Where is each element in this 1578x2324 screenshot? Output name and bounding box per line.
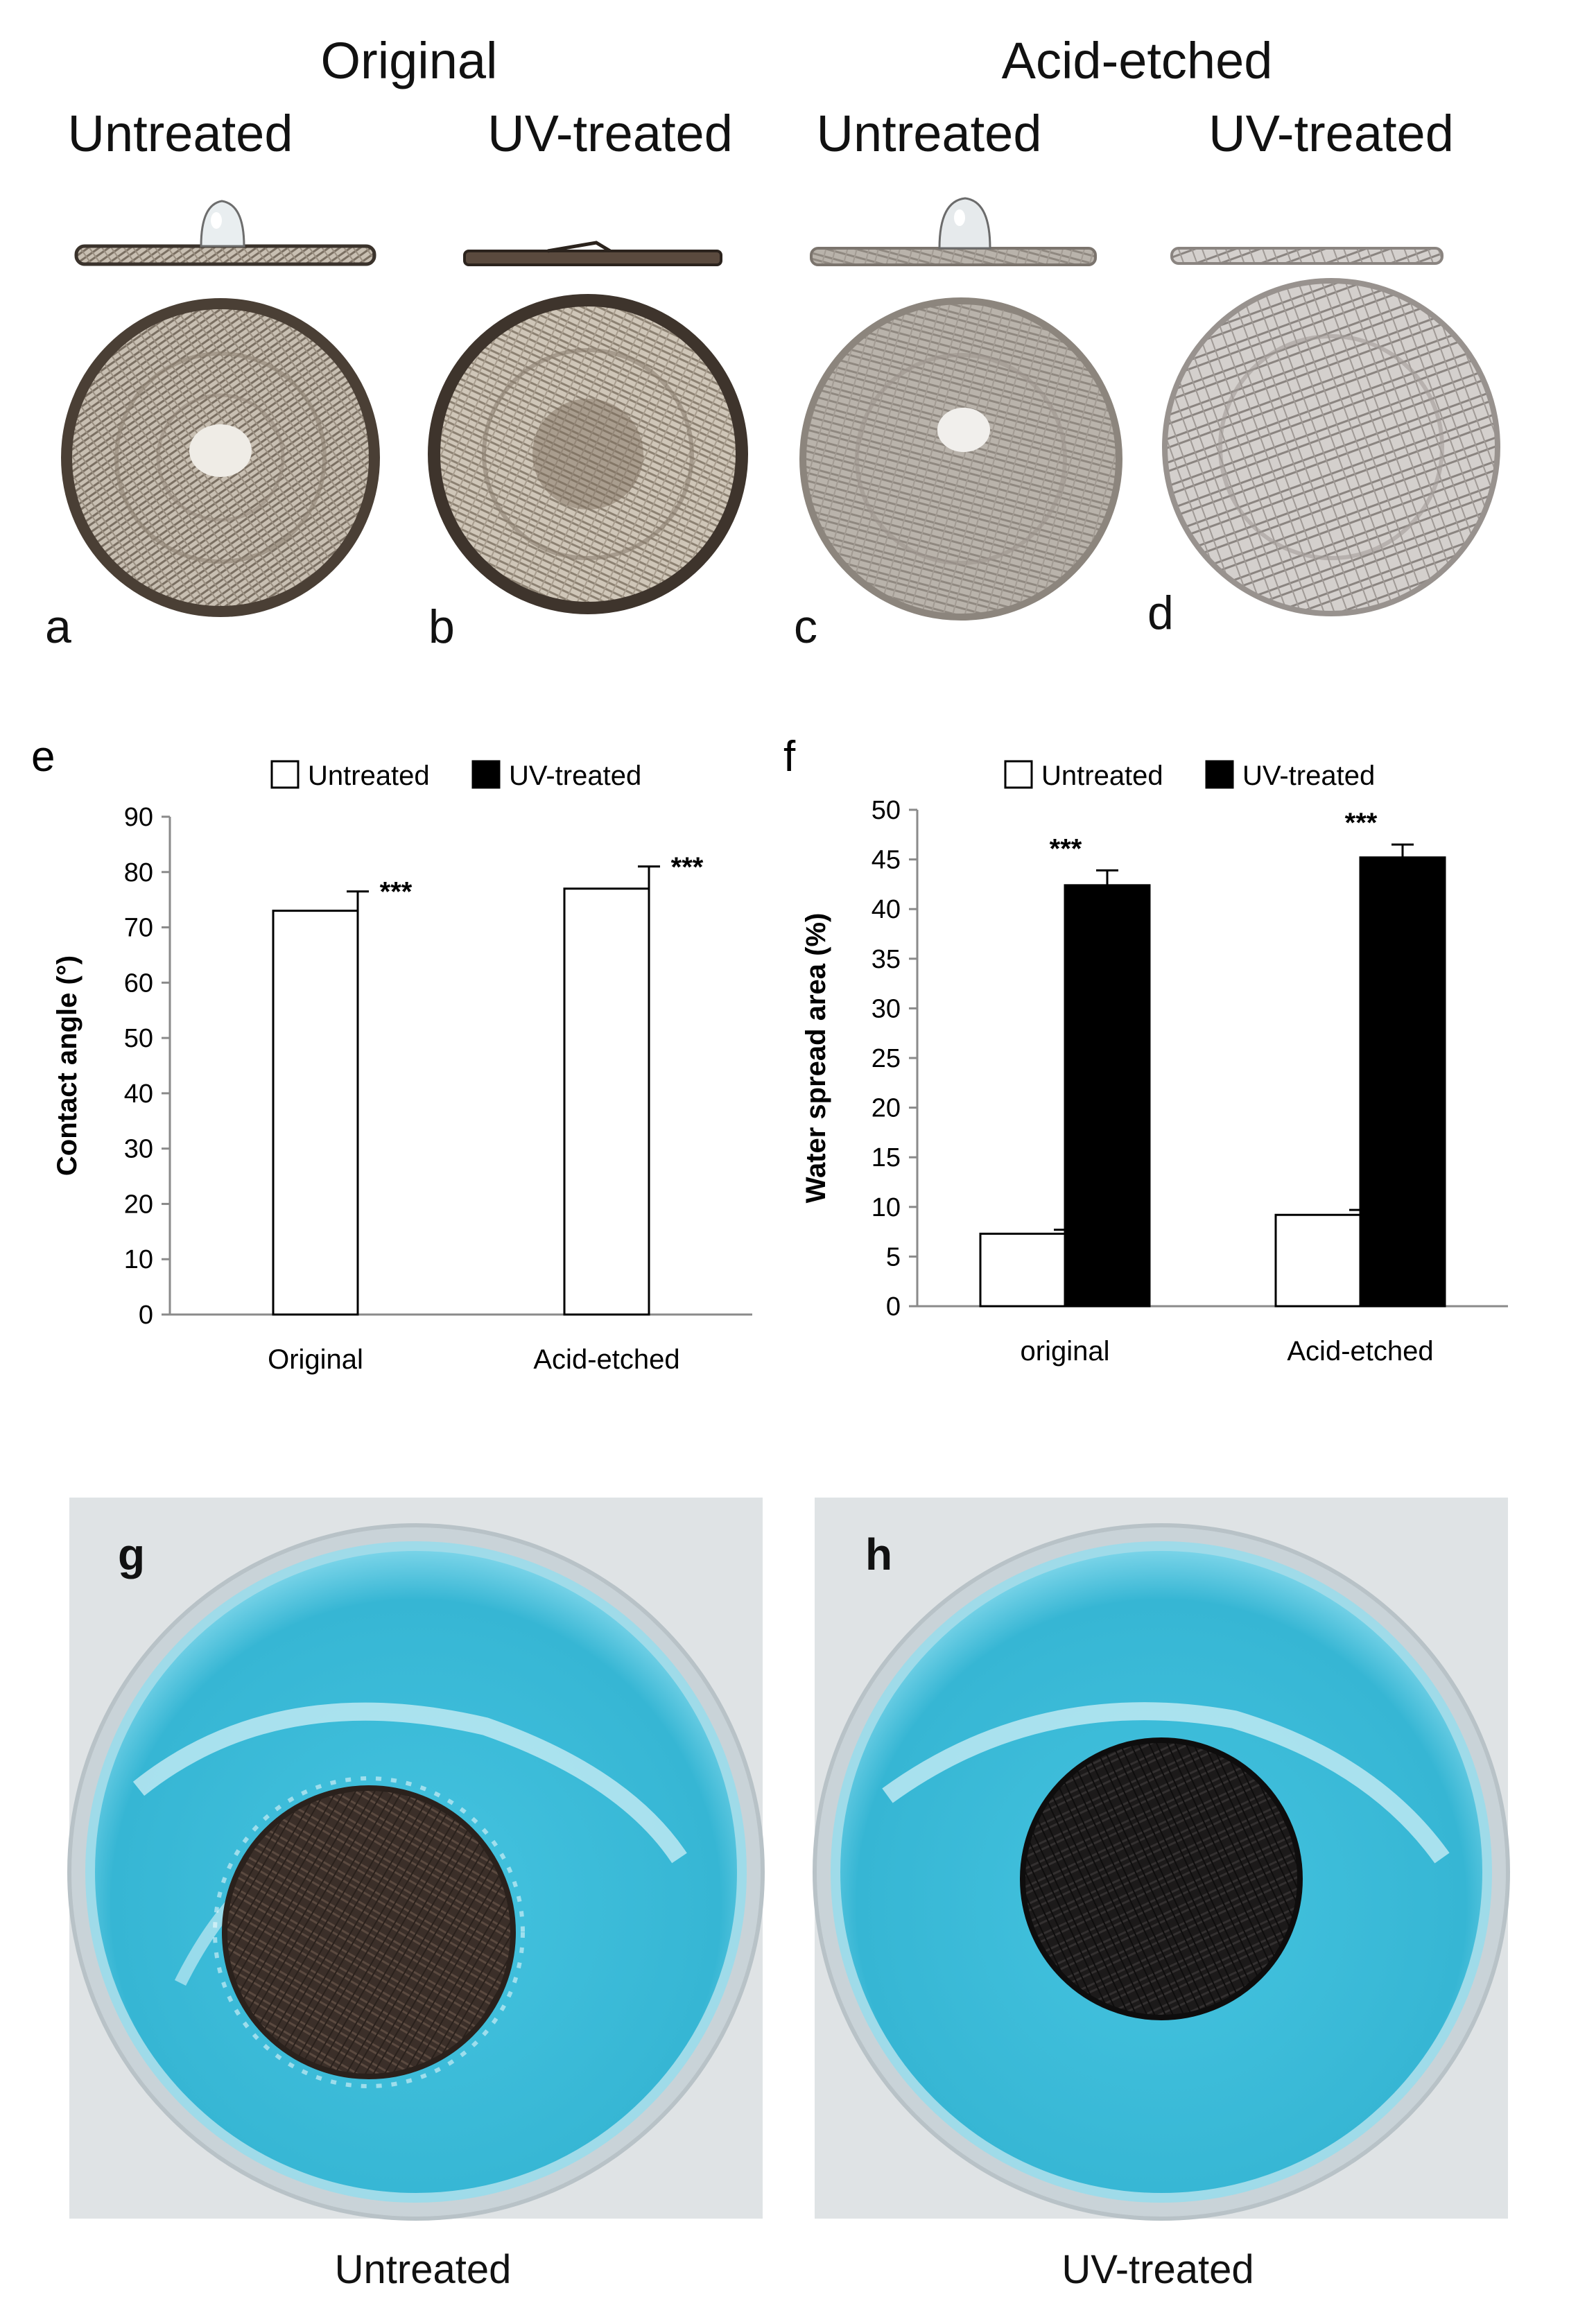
significance-marker: *** <box>1050 833 1082 864</box>
legend-label-uv-treated: UV-treated <box>509 761 641 791</box>
legend-label-uv-treated: UV-treated <box>1242 761 1375 791</box>
significance-marker: *** <box>380 877 413 908</box>
x-tick-label: Acid-etched <box>533 1344 679 1375</box>
x-tick-label: Acid-etched <box>1287 1336 1433 1367</box>
bar-uv-treated-0 <box>1064 884 1151 1308</box>
subtitle-acid-uv: UV-treated <box>1208 105 1454 162</box>
legend-swatch-untreated <box>1004 760 1033 789</box>
mesh-disc-b <box>428 294 748 614</box>
bar-untreated-0 <box>979 1232 1066 1308</box>
y-tick-label: 30 <box>124 1135 153 1164</box>
photo-h <box>813 1498 1510 2221</box>
legend-label-untreated: Untreated <box>1041 761 1163 791</box>
subtitle-original-uv: UV-treated <box>487 105 733 162</box>
y-tick-label: 10 <box>124 1245 153 1274</box>
panel-label-d: d <box>1147 587 1174 639</box>
caption-uv-treated: UV-treated <box>1061 2247 1254 2292</box>
caption-untreated: Untreated <box>334 2247 512 2292</box>
photo-g <box>67 1498 765 2221</box>
y-tick-label: 50 <box>872 796 901 825</box>
panel-label-b: b <box>428 600 455 653</box>
mesh-disc-c <box>799 297 1122 621</box>
bar-untreated-0 <box>272 910 359 1316</box>
y-tick-label: 40 <box>124 1079 153 1109</box>
legend-swatch-uv-treated <box>471 760 501 789</box>
legend-label-untreated: Untreated <box>308 761 430 791</box>
y-tick-label: 10 <box>872 1193 901 1222</box>
panel-label-g: g <box>118 1529 146 1579</box>
significance-marker: *** <box>671 852 704 883</box>
group-title-acid-etched: Acid-etched <box>1001 32 1273 89</box>
group-title-original: Original <box>320 32 498 89</box>
side-view-a <box>74 200 376 266</box>
y-tick-label: 30 <box>872 994 901 1023</box>
side-view-c <box>810 197 1097 266</box>
y-tick-label: 20 <box>872 1094 901 1123</box>
y-tick-label: 0 <box>139 1301 153 1330</box>
mesh-samples-figure <box>61 197 1500 621</box>
panel-label-a: a <box>45 600 71 653</box>
chart-f: f Untreated UV-treated 0 5 10 15 20 25 30 35 40 45 50… <box>783 733 1508 1367</box>
y-tick-label: 90 <box>124 803 153 832</box>
y-tick-label: 45 <box>872 846 901 875</box>
y-tick-label: 0 <box>886 1292 901 1321</box>
side-view-d <box>1170 247 1443 265</box>
y-axis-label: Contact angle (°) <box>52 955 83 1176</box>
x-tick-label: original <box>1021 1336 1110 1367</box>
y-tick-label: 40 <box>872 895 901 924</box>
chart-e: e Untreated UV-treated 0 10 20 30 40 50 60 70 80 90 C… <box>31 733 752 1375</box>
dye-photos-figure <box>67 1498 1510 2221</box>
mesh-disc-d <box>1162 278 1500 616</box>
x-tick-label: Original <box>268 1344 363 1375</box>
bar-uv-treated-1 <box>1359 856 1446 1308</box>
y-tick-label: 20 <box>124 1190 153 1219</box>
side-view-b <box>463 241 722 266</box>
bar-untreated-1 <box>1274 1213 1362 1308</box>
bar-untreated-1 <box>563 887 650 1316</box>
y-tick-label: 80 <box>124 858 153 887</box>
y-tick-label: 35 <box>872 945 901 974</box>
y-tick-label: 25 <box>872 1044 901 1073</box>
subtitle-original-untreated: Untreated <box>67 105 293 162</box>
subtitle-acid-untreated: Untreated <box>816 105 1042 162</box>
legend-swatch-uv-treated <box>1205 760 1234 789</box>
panel-label-h: h <box>865 1529 893 1579</box>
y-tick-label: 60 <box>124 969 153 998</box>
panel-label-c: c <box>794 600 817 653</box>
legend-swatch-untreated <box>270 760 300 789</box>
panel-letter-f: f <box>783 733 796 781</box>
mesh-disc-a <box>61 298 380 617</box>
y-tick-label: 50 <box>124 1024 153 1053</box>
panel-letter-e: e <box>31 733 55 781</box>
y-axis-label: Water spread area (%) <box>801 913 831 1204</box>
y-tick-label: 15 <box>872 1143 901 1172</box>
y-tick-label: 5 <box>886 1242 901 1272</box>
significance-marker: *** <box>1345 808 1378 838</box>
y-tick-label: 70 <box>124 914 153 943</box>
